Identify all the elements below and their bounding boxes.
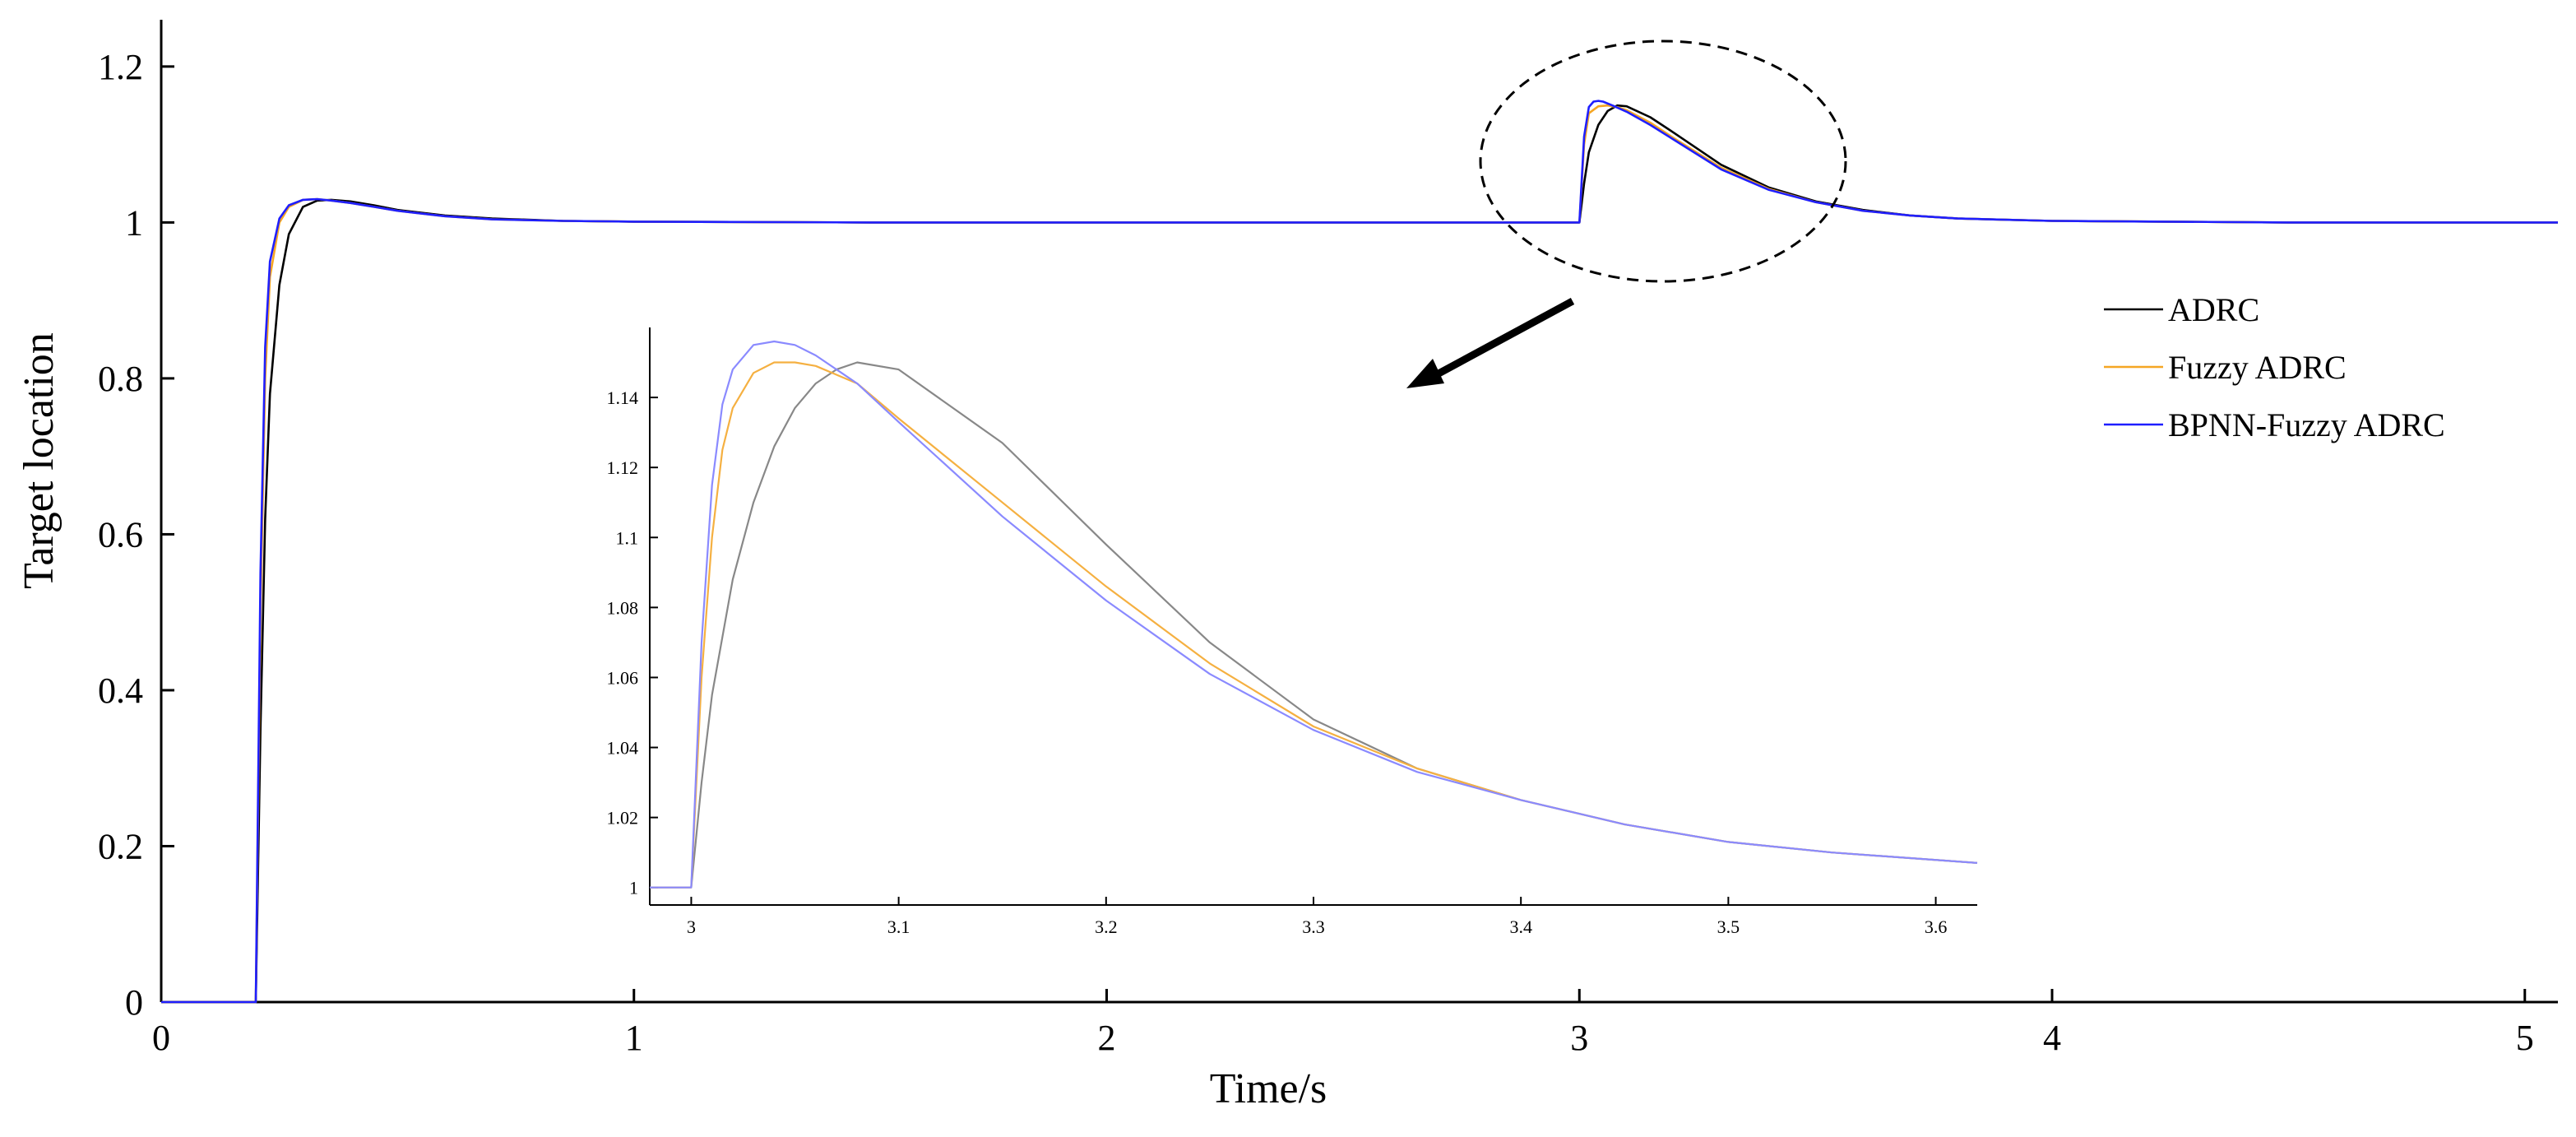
legend-label-fuzzy-adrc: Fuzzy ADRC	[2168, 349, 2347, 386]
main-x-tick-label: 3	[1570, 1018, 1588, 1058]
inset-y-tick-label: 1.04	[607, 738, 639, 759]
main-y-tick-label: 1.2	[98, 47, 143, 87]
main-y-ticks: 0 0.2 0.4 0.6 0.8 1 1.2	[98, 47, 174, 1023]
main-x-tick-label: 0	[152, 1018, 170, 1058]
inset-series-line-bpnn-fuzzy-adrc	[650, 340, 1978, 889]
inset-y-tick-label: 1.1	[616, 527, 639, 548]
inset-y-tick-label: 1.12	[607, 457, 639, 478]
main-y-tick-label: 1	[125, 202, 143, 243]
inset-y-tick-label: 1.02	[607, 808, 639, 828]
main-x-tick-label: 2	[1098, 1018, 1116, 1058]
inset-plot: 11.021.041.061.081.11.121.14 3 3.1 3.2 3.3 3…	[607, 327, 1978, 937]
legend-label-adrc: ADRC	[2168, 291, 2259, 328]
inset-x-tick-label: 3.1	[887, 917, 910, 937]
inset-x-tick-label: 3.6	[1925, 917, 1948, 937]
main-y-tick-label: 0.4	[98, 671, 143, 711]
y-axis-title: Target location	[16, 332, 63, 589]
inset-y-tick-label: 1	[629, 878, 638, 898]
main-y-tick-label: 0.8	[98, 359, 143, 399]
inset-x-tick-label: 3.2	[1095, 917, 1118, 937]
main-x-tick-label: 5	[2516, 1018, 2534, 1058]
inset-series-line-fuzzy-adrc	[650, 361, 1978, 889]
inset-x-ticks: 3 3.1 3.2 3.3 3.4 3.5 3.6	[687, 897, 1947, 937]
main-series-line-adrc	[161, 104, 2558, 1004]
inset-x-tick-label: 3.5	[1717, 917, 1740, 937]
main-x-ticks: 0 1 2 3 4 5	[152, 989, 2534, 1058]
inset-y-tick-label: 1.14	[607, 388, 639, 408]
inset-x-tick-label: 3.3	[1302, 917, 1325, 937]
legend-label-bpnn-fuzzy-adrc: BPNN-Fuzzy ADRC	[2168, 406, 2445, 443]
inset-series-group	[650, 340, 1978, 889]
inset-y-tick-label: 1.06	[607, 667, 639, 688]
inset-x-tick-label: 3.4	[1509, 917, 1532, 937]
inset-x-tick-label: 3	[687, 917, 696, 937]
main-y-tick-label: 0.6	[98, 514, 143, 555]
inset-series-line-adrc	[650, 361, 1978, 889]
main-x-tick-label: 1	[625, 1018, 643, 1058]
x-axis-title: Time/s	[1210, 1065, 1327, 1112]
inset-y-tick-label: 1.08	[607, 597, 639, 618]
main-x-tick-label: 4	[2043, 1018, 2061, 1058]
zoom-arrow	[1427, 298, 1575, 382]
legend: ADRC Fuzzy ADRC BPNN-Fuzzy ADRC	[2104, 291, 2445, 443]
zoom-highlight-ellipse	[1479, 39, 1847, 283]
main-series-line-fuzzy-adrc	[161, 104, 2558, 1004]
zoom-arrowhead	[1406, 359, 1444, 388]
main-series-line-bpnn-fuzzy-adrc	[161, 100, 2558, 1004]
inset-y-ticks: 1 1.02 1.04 1.06 1.08 1.1 1.12 1.14	[607, 388, 658, 898]
main-y-tick-label: 0	[125, 982, 143, 1023]
main-plot: 0 0.2 0.4 0.6 0.8 1 1.2 0 1 2 3 4 5 Target location…	[16, 20, 2558, 1112]
main-series-group	[161, 100, 2558, 1004]
main-y-tick-label: 0.2	[98, 826, 143, 866]
